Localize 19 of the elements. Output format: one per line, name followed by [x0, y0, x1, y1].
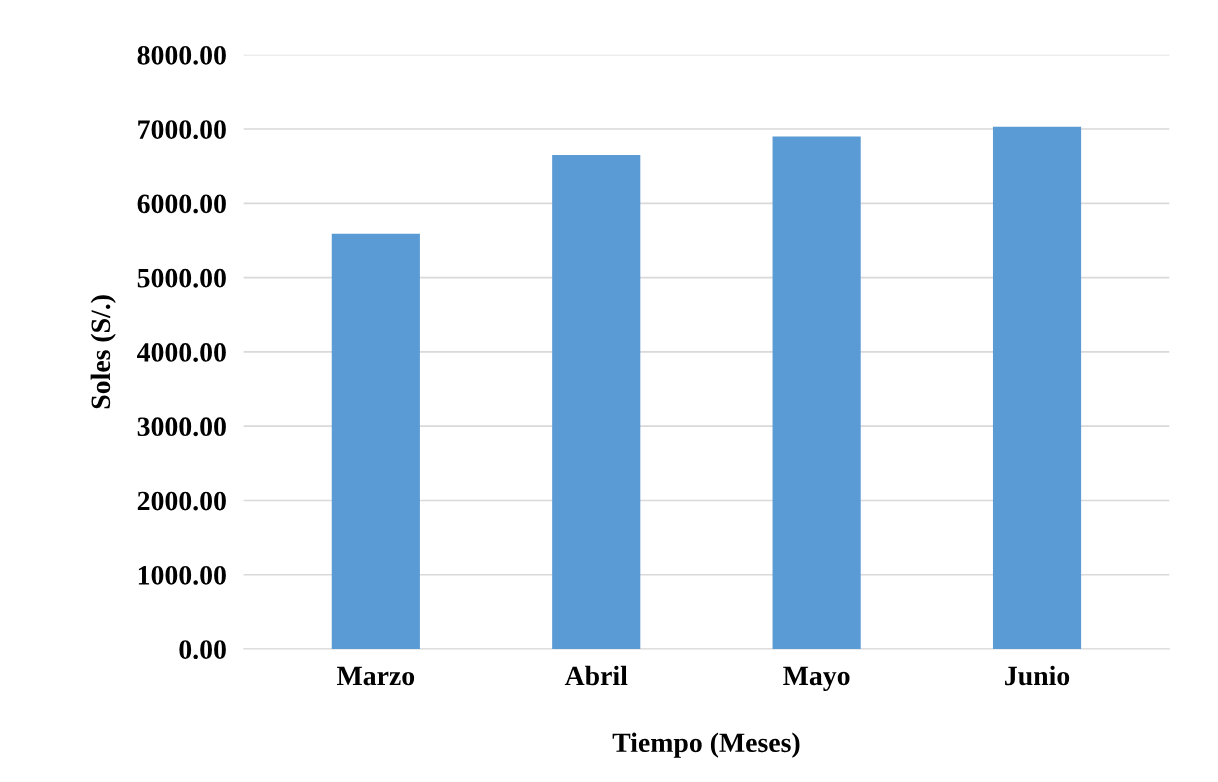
- bar: [331, 233, 420, 650]
- x-tick-label: Marzo: [336, 666, 415, 686]
- y-tick-label: 6000.00: [137, 194, 226, 214]
- x-tick-label: Mayo: [783, 666, 850, 691]
- y-tick-label: 7000.00: [138, 120, 226, 140]
- bar: [552, 155, 641, 650]
- bar: [992, 126, 1082, 650]
- y-axis-title: Soles (S/.): [90, 295, 116, 409]
- y-tick-label: 2000.00: [137, 491, 226, 511]
- y-tick-label: 0.00: [179, 640, 226, 660]
- x-tick-label: Abril: [564, 665, 628, 686]
- y-tick-label: 3000.00: [137, 417, 226, 437]
- x-axis-title: Tiempo (Meses): [612, 732, 800, 758]
- bar: [772, 136, 861, 650]
- x-tick-label: Junio: [1005, 665, 1070, 686]
- y-tick-label: 5000.00: [137, 268, 226, 288]
- y-tick-label: 1000.00: [138, 565, 226, 585]
- y-tick-label: 8000.00: [137, 45, 226, 65]
- y-tick-label: 4000.00: [137, 343, 226, 362]
